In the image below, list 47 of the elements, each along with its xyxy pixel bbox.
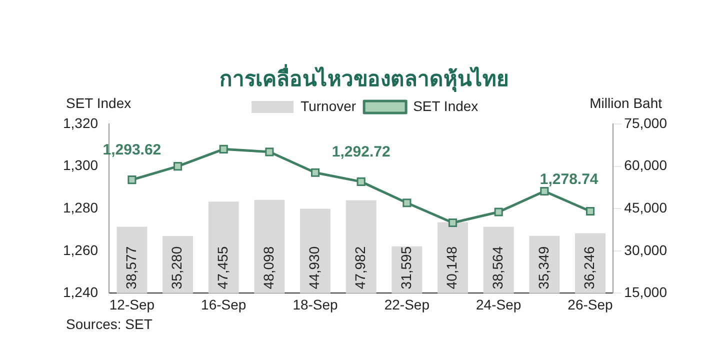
data-label: 35,280 — [168, 246, 185, 290]
point — [310, 168, 320, 177]
x-tick-label: 16-Sep — [201, 296, 246, 312]
y2-axis-title: Million Baht — [590, 95, 662, 111]
y2-tick-label: 45,000 — [624, 199, 668, 216]
data-label: 35,349 — [535, 246, 552, 290]
data-label: 40,148 — [444, 246, 460, 290]
chart-title: การเคลื่อนไหวของตลาดหุ้นไทย — [218, 63, 510, 94]
x-tick-label: 12-Sep — [109, 296, 155, 312]
y-tick-label: 1,300 — [62, 157, 98, 174]
data-label: 31,595 — [398, 246, 414, 290]
y-tick-label: 1,240 — [62, 284, 98, 300]
data-label: 1,278.74 — [540, 170, 599, 188]
data-label: 44,930 — [306, 246, 322, 290]
data-label: 47,982 — [352, 246, 368, 290]
data-label: 38,564 — [489, 246, 506, 290]
x-tick-label: 18-Sep — [292, 296, 338, 312]
y-tick-label: 1,320 — [62, 114, 98, 131]
x-tick-label: 26-Sep — [568, 296, 614, 312]
point — [402, 198, 412, 208]
y2-tick-label: 30,000 — [624, 242, 668, 258]
point — [448, 218, 458, 228]
point — [128, 176, 136, 184]
y-tick-label: 1,260 — [62, 242, 98, 258]
y-axis-title: SET Index — [66, 95, 132, 111]
point — [356, 177, 366, 186]
point — [540, 186, 549, 196]
point — [219, 144, 228, 154]
point — [173, 162, 182, 171]
data-label: 1,292.72 — [332, 143, 390, 160]
data-label: 48,098 — [260, 246, 276, 290]
x-tick-label: 22-Sep — [384, 296, 430, 312]
point — [494, 208, 503, 216]
point — [586, 206, 595, 216]
y2-tick-label: 60,000 — [624, 157, 668, 174]
data-label: 1,293.62 — [102, 141, 162, 158]
y2-tick-label: 75,000 — [624, 114, 668, 131]
y2-tick-label: 15,000 — [624, 284, 668, 300]
x-tick-label: 24-Sep — [476, 296, 522, 312]
point — [265, 148, 274, 156]
legend-label: Turnover — [300, 98, 356, 114]
data-label: 47,455 — [214, 246, 230, 290]
data-label: 36,246 — [581, 246, 598, 290]
source-note: Sources: SET — [66, 316, 152, 332]
legend-label: SET Index — [413, 98, 478, 114]
data-label: 38,577 — [122, 246, 139, 290]
y-tick-label: 1,280 — [62, 199, 98, 216]
